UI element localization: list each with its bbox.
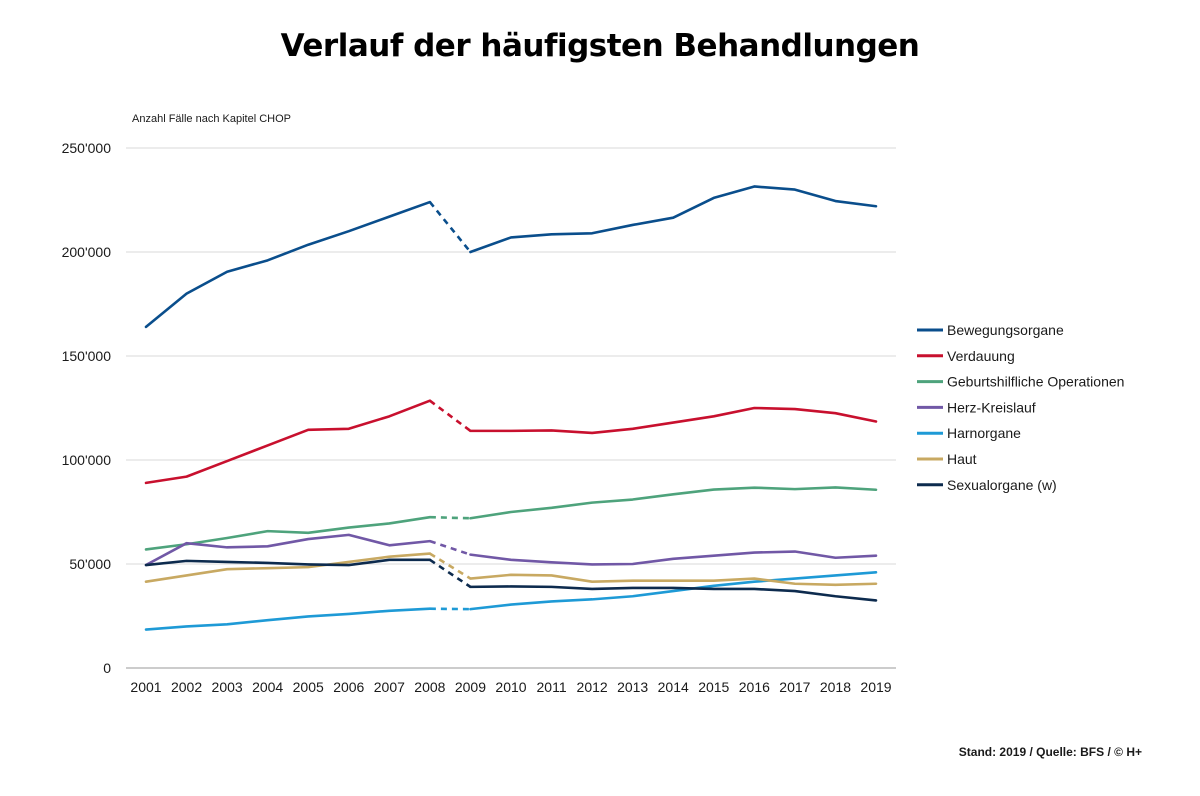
- y-axis-label: Anzahl Fälle nach Kapitel CHOP: [132, 113, 291, 125]
- legend-label: Verdauung: [947, 348, 1015, 364]
- x-tick-label: 2018: [820, 679, 851, 695]
- y-tick-label: 100'000: [62, 452, 112, 468]
- legend-label: Herz-Kreislauf: [947, 399, 1036, 415]
- legend-item: Harnorgane: [917, 425, 1021, 441]
- legend-item: Haut: [917, 451, 977, 467]
- y-tick-labels: 0 50'000 100'000 150'000 200'000 250'000: [62, 140, 112, 676]
- x-tick-label: 2014: [658, 679, 689, 695]
- gridlines: [126, 147, 896, 669]
- x-tick-label: 2004: [252, 679, 283, 695]
- legend: Bewegungsorgane Verdauung Geburtshilfliche…: [917, 322, 1124, 493]
- x-tick-label: 2011: [537, 679, 567, 695]
- x-tick-label: 2017: [779, 679, 810, 695]
- series-line: [144, 558, 432, 567]
- series-line-dashed: [429, 515, 471, 520]
- x-tick-label: 2019: [860, 679, 891, 695]
- y-tick-label: 50'000: [69, 556, 111, 572]
- series-line: [144, 399, 432, 485]
- x-tick-label: 2008: [414, 679, 445, 695]
- x-tick-label: 2013: [617, 679, 648, 695]
- x-tick-labels: 2001 2002 2003 2004 2005 2006 2007 2008 2009 2010…: [130, 679, 891, 695]
- x-tick-label: 2016: [739, 679, 770, 695]
- x-tick-label: 2009: [455, 679, 486, 695]
- series-line-dashed: [429, 552, 472, 580]
- series-line: [144, 533, 432, 567]
- legend-item: Verdauung: [917, 348, 1015, 364]
- series-line: [469, 486, 878, 520]
- legend-item: Sexualorgane (w): [917, 477, 1057, 493]
- series-line-dashed: [428, 201, 472, 253]
- series-line: [144, 552, 432, 583]
- legend-item: Herz-Kreislauf: [917, 399, 1036, 415]
- x-tick-label: 2002: [171, 679, 202, 695]
- legend-item: Geburtshilfliche Operationen: [917, 374, 1124, 390]
- chart-title: Verlauf der häufigsten Behandlungen: [280, 28, 920, 64]
- x-tick-label: 2001: [130, 679, 161, 695]
- series-3: [144, 533, 878, 567]
- x-tick-label: 2012: [577, 679, 608, 695]
- x-tick-label: 2007: [374, 679, 405, 695]
- series-line-dashed: [429, 539, 471, 556]
- legend-label: Sexualorgane (w): [947, 477, 1057, 493]
- series-line-dashed: [429, 399, 472, 432]
- series-line: [469, 571, 878, 611]
- series-line: [469, 406, 878, 435]
- series-line: [469, 185, 878, 254]
- series-line: [144, 607, 432, 631]
- legend-label: Geburtshilfliche Operationen: [947, 374, 1124, 390]
- series-6: [144, 558, 878, 602]
- series-5: [144, 552, 878, 587]
- x-tick-label: 2003: [212, 679, 243, 695]
- legend-label: Bewegungsorgane: [947, 322, 1064, 338]
- series-1: [144, 399, 878, 485]
- y-tick-label: 150'000: [62, 348, 112, 364]
- y-tick-label: 200'000: [62, 244, 112, 260]
- x-tick-label: 2010: [495, 679, 526, 695]
- series-2: [144, 486, 878, 551]
- series-0: [144, 185, 878, 329]
- legend-label: Harnorgane: [947, 425, 1021, 441]
- series-line: [469, 585, 878, 602]
- series-line-dashed: [429, 558, 472, 588]
- series-line: [469, 550, 878, 566]
- series-line: [469, 573, 878, 587]
- series-lines: [144, 185, 878, 631]
- legend-label: Haut: [947, 451, 977, 467]
- source-note: Stand: 2019 / Quelle: BFS / © H+: [958, 745, 1142, 759]
- y-tick-label: 0: [103, 660, 111, 676]
- series-line: [144, 200, 432, 329]
- x-tick-label: 2015: [698, 679, 729, 695]
- x-tick-label: 2006: [333, 679, 364, 695]
- x-tick-label: 2005: [293, 679, 324, 695]
- y-tick-label: 250'000: [62, 140, 112, 156]
- legend-item: Bewegungsorgane: [917, 322, 1064, 338]
- series-4: [144, 571, 878, 631]
